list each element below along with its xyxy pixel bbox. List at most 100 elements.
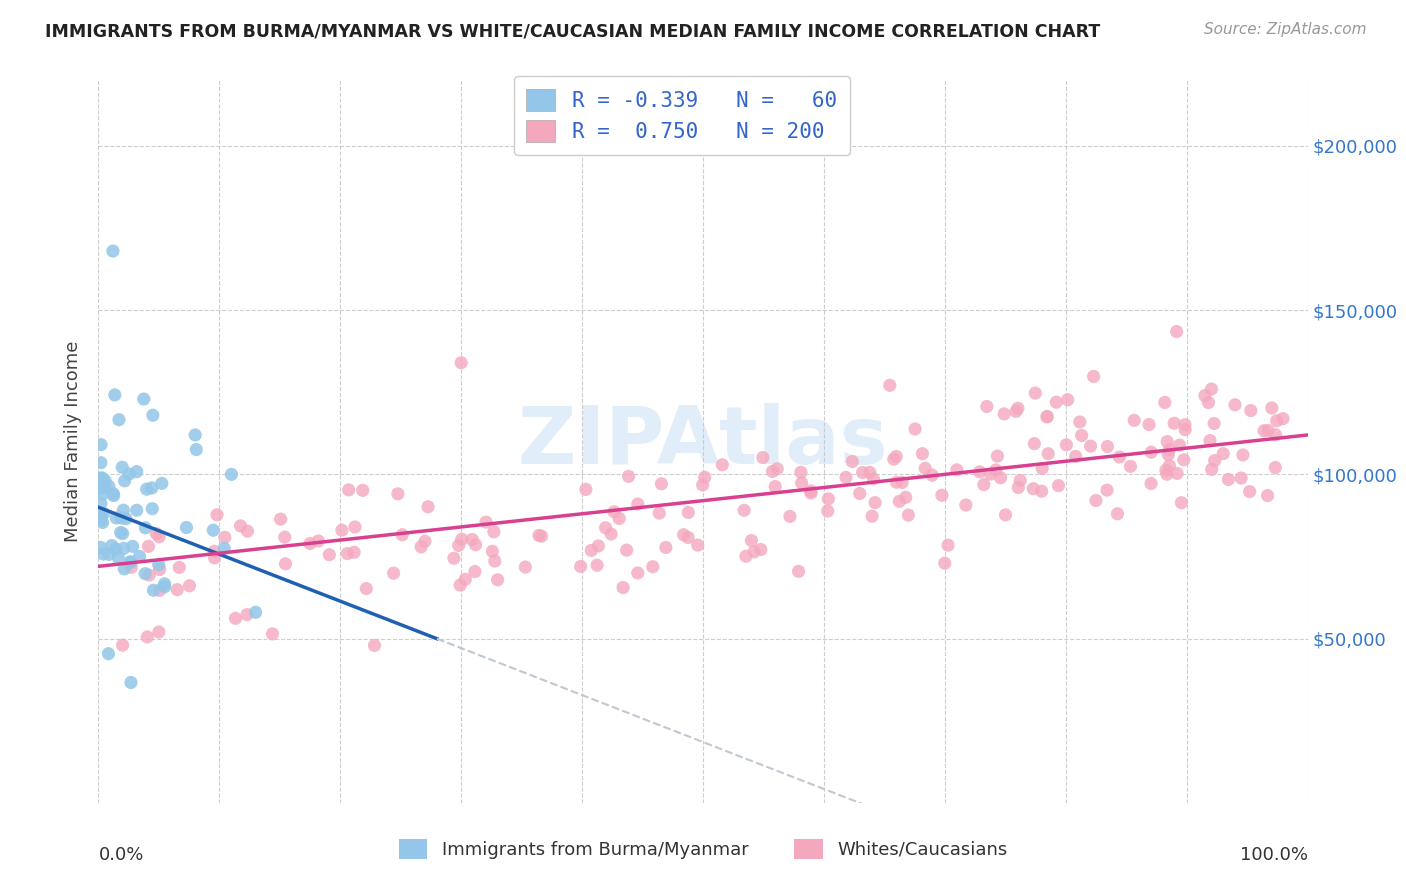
- Point: [90, 496, 112, 510]
- Point: [148, 625, 170, 640]
- Point: [343, 520, 366, 534]
- Point: [1212, 447, 1234, 461]
- Point: [166, 582, 188, 597]
- Point: [817, 504, 839, 518]
- Point: [515, 560, 537, 574]
- Point: [588, 539, 610, 553]
- Point: [641, 559, 664, 574]
- Point: [973, 477, 995, 491]
- Point: [575, 483, 598, 497]
- Point: [969, 465, 991, 479]
- Point: [307, 534, 329, 549]
- Point: [153, 577, 176, 591]
- Point: [450, 533, 472, 547]
- Point: [1084, 493, 1107, 508]
- Point: [204, 550, 226, 565]
- Point: [1036, 409, 1059, 424]
- Point: [1232, 448, 1254, 462]
- Point: [889, 494, 911, 508]
- Point: [1070, 428, 1092, 442]
- Point: [1157, 448, 1180, 462]
- Point: [111, 526, 134, 541]
- Point: [1272, 411, 1295, 425]
- Point: [104, 388, 127, 402]
- Point: [464, 538, 486, 552]
- Point: [112, 541, 135, 556]
- Point: [735, 549, 758, 564]
- Point: [1240, 403, 1263, 417]
- Point: [1022, 482, 1045, 496]
- Point: [1137, 417, 1160, 432]
- Point: [862, 472, 884, 486]
- Point: [391, 528, 413, 542]
- Point: [1204, 453, 1226, 467]
- Point: [897, 508, 920, 522]
- Point: [884, 450, 907, 464]
- Point: [859, 465, 882, 479]
- Point: [581, 543, 603, 558]
- Legend: Immigrants from Burma/Myanmar, Whites/Caucasians: Immigrants from Burma/Myanmar, Whites/Ca…: [391, 831, 1015, 866]
- Point: [112, 562, 135, 576]
- Point: [936, 538, 959, 552]
- Point: [1174, 423, 1197, 437]
- Point: [852, 466, 875, 480]
- Point: [1036, 409, 1059, 424]
- Point: [1080, 439, 1102, 453]
- Point: [236, 524, 259, 538]
- Point: [132, 392, 155, 406]
- Point: [1198, 395, 1220, 409]
- Point: [749, 542, 772, 557]
- Point: [90, 481, 112, 495]
- Point: [91, 516, 114, 530]
- Point: [986, 449, 1008, 463]
- Point: [1054, 438, 1077, 452]
- Point: [214, 530, 236, 544]
- Point: [1123, 413, 1146, 427]
- Point: [1223, 398, 1246, 412]
- Point: [411, 540, 433, 554]
- Text: Source: ZipAtlas.com: Source: ZipAtlas.com: [1204, 22, 1367, 37]
- Point: [336, 547, 359, 561]
- Text: 0.0%: 0.0%: [98, 847, 143, 864]
- Y-axis label: Median Family Income: Median Family Income: [65, 341, 83, 542]
- Point: [224, 611, 246, 625]
- Point: [530, 529, 553, 543]
- Point: [1095, 483, 1118, 497]
- Point: [1264, 428, 1286, 442]
- Point: [990, 471, 1012, 485]
- Point: [914, 461, 936, 475]
- Point: [742, 545, 765, 559]
- Point: [118, 467, 141, 481]
- Point: [1119, 459, 1142, 474]
- Point: [1230, 471, 1253, 485]
- Point: [1156, 434, 1178, 449]
- Point: [91, 487, 114, 501]
- Point: [337, 483, 360, 497]
- Point: [221, 467, 243, 482]
- Point: [94, 474, 117, 488]
- Point: [449, 578, 471, 592]
- Point: [984, 463, 1007, 477]
- Point: [91, 471, 114, 485]
- Point: [711, 458, 734, 472]
- Point: [740, 533, 762, 548]
- Point: [1253, 424, 1275, 438]
- Point: [179, 579, 201, 593]
- Point: [145, 526, 167, 541]
- Point: [90, 456, 112, 470]
- Point: [413, 534, 436, 549]
- Point: [1156, 467, 1178, 482]
- Point: [352, 483, 374, 498]
- Point: [120, 675, 142, 690]
- Point: [356, 582, 378, 596]
- Point: [1153, 395, 1175, 409]
- Point: [97, 479, 120, 493]
- Point: [1204, 417, 1226, 431]
- Point: [101, 539, 124, 553]
- Point: [1107, 507, 1129, 521]
- Point: [1024, 386, 1046, 401]
- Point: [1257, 489, 1279, 503]
- Point: [134, 521, 156, 535]
- Point: [236, 607, 259, 622]
- Point: [114, 474, 136, 488]
